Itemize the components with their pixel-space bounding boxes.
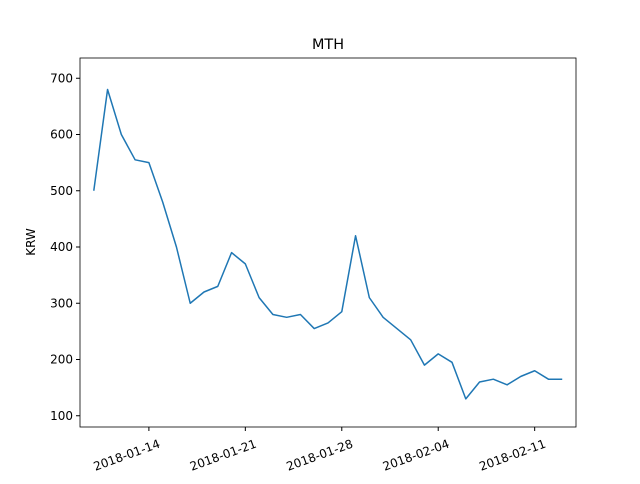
y-tick-label: 700	[50, 71, 73, 85]
chart-title: MTH	[312, 37, 344, 53]
y-tick-label: 300	[50, 296, 73, 310]
y-tick-label: 500	[50, 184, 73, 198]
plot-frame	[79, 57, 577, 428]
y-tick-label: 600	[50, 128, 73, 142]
line-series	[93, 88, 563, 400]
y-tick-label: 200	[50, 353, 73, 367]
y-axis-label: KRW	[24, 228, 38, 256]
y-tick-label: 100	[50, 409, 73, 423]
y-tick-label: 400	[50, 240, 73, 254]
